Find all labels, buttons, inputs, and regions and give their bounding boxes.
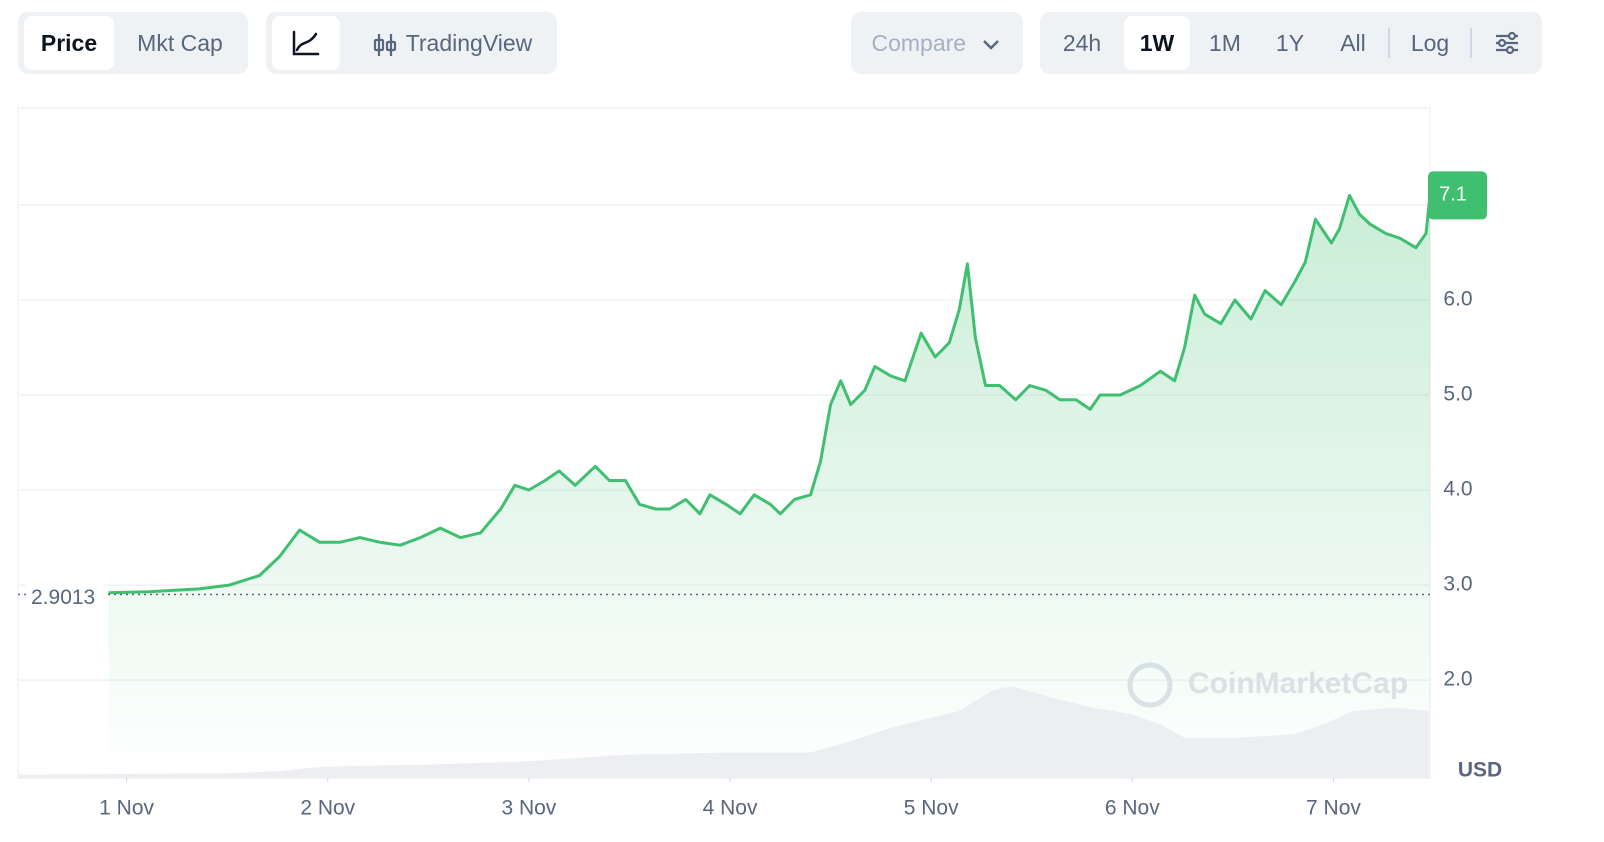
- x-tick-label: 6 Nov: [1105, 797, 1160, 820]
- divider: [1388, 28, 1390, 58]
- watermark-logo: [1127, 662, 1173, 708]
- y-tick-label: 5.0: [1443, 383, 1472, 406]
- x-tick-label: 3 Nov: [501, 797, 556, 820]
- price-line: [108, 193, 1432, 595]
- chevron-icon: [982, 40, 999, 50]
- range-button[interactable]: 1Y: [1275, 30, 1305, 56]
- last-price-tag: [1428, 171, 1487, 220]
- open-price-bg: [26, 581, 104, 608]
- range-button[interactable]: 1M: [1209, 30, 1241, 56]
- line-chart-button[interactable]: [272, 16, 340, 70]
- candle-icon: [373, 33, 396, 56]
- plot-frame: [17, 107, 1431, 779]
- compare-label: Compare: [871, 30, 967, 56]
- x-tick-label: 4 Nov: [703, 797, 758, 820]
- y-tick-label: 6.0: [1443, 288, 1472, 311]
- chart-style-toggle: TradingView: [266, 12, 557, 74]
- settings-button[interactable]: [1480, 16, 1534, 70]
- range-button[interactable]: 24h: [1062, 30, 1102, 56]
- price-area: [108, 195, 1430, 778]
- x-tick-label: 5 Nov: [904, 797, 959, 820]
- watermark: CoinMarketCap: [1188, 667, 1408, 700]
- log-button[interactable]: Log: [1410, 30, 1450, 56]
- open-price-label: 2.9013: [31, 586, 95, 609]
- y-tick-label: 3.0: [1443, 573, 1472, 596]
- range-button[interactable]: 1W: [1124, 16, 1190, 70]
- range-button[interactable]: All: [1340, 30, 1366, 56]
- compare-button[interactable]: Compare: [861, 16, 1013, 70]
- tradingview-label: TradingView: [405, 30, 533, 56]
- y-tick-label: 2.0: [1443, 668, 1472, 691]
- volume-area: [18, 686, 1430, 778]
- range-toggle: Log 24h 1W 1M 1Y All: [1040, 12, 1542, 74]
- tradingview-button[interactable]: TradingView: [356, 16, 546, 70]
- mktcap-tab[interactable]: Mkt Cap: [137, 30, 223, 56]
- x-tick-label: 2 Nov: [300, 797, 355, 820]
- y-unit: USD: [1458, 759, 1502, 782]
- settings-icon: [1496, 31, 1518, 55]
- compare-dropdown[interactable]: Compare: [851, 12, 1023, 74]
- x-tick-label: 7 Nov: [1306, 797, 1361, 820]
- line-icon: [292, 30, 320, 56]
- price-tab[interactable]: Price: [24, 16, 114, 70]
- divider: [1470, 28, 1472, 58]
- y-tick-label: 7.0: [1443, 192, 1472, 215]
- x-tick-label: 1 Nov: [99, 797, 154, 820]
- y-tick-label: 4.0: [1443, 478, 1472, 501]
- type-toggle: Price Mkt Cap: [18, 12, 248, 74]
- last-price-label: 7.1: [1439, 184, 1467, 206]
